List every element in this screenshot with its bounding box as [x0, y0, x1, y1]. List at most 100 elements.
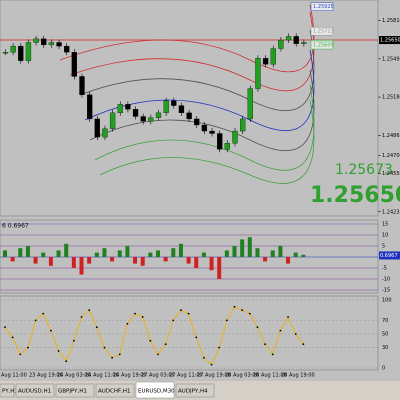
tab-label[interactable]: PY,H1: [2, 389, 18, 395]
tab[interactable]: [95, 383, 135, 398]
osc-tick-label: 15: [382, 222, 388, 228]
stoch-dot: [50, 329, 52, 332]
tab-bar: PY,H1 AUDUSD,H1 GBPJPY,H1 AUDCHF,H1 EURUSD,M…: [0, 381, 400, 400]
candle: [148, 117, 154, 122]
candle: [25, 42, 32, 61]
stoch-dot: [195, 336, 198, 339]
level-tag: [310, 26, 334, 36]
tab-label[interactable]: AUDCHF,H1: [98, 389, 131, 395]
candle: [41, 38, 47, 46]
stoch-dot: [233, 305, 236, 308]
osc-tick-label: 10: [382, 233, 388, 239]
time-label: 24 Aug 19:00: [113, 373, 147, 379]
osc-current-tag: [379, 251, 400, 260]
stoch-tick-label: 70: [382, 318, 388, 324]
stoch-dot: [65, 360, 68, 363]
candle: [194, 118, 200, 126]
tab[interactable]: [175, 383, 215, 398]
tab[interactable]: [15, 383, 55, 398]
time-label: 28 Aug 03:00: [225, 373, 259, 379]
stoch-dot: [126, 322, 129, 325]
candle: [117, 104, 123, 114]
stoch-dot: [287, 316, 289, 318]
candle: [209, 130, 215, 134]
osc-bar: [224, 250, 229, 257]
osc-bar: [255, 248, 260, 257]
osc-bar: [232, 246, 237, 257]
candle: [109, 112, 116, 129]
stoch-dot: [134, 312, 136, 315]
osc-bar: [125, 246, 130, 257]
candle: [270, 48, 276, 65]
price-label: 1.24550: [382, 171, 400, 177]
candle: [262, 58, 269, 65]
osc-bar: [270, 250, 275, 257]
osc-bar: [71, 257, 76, 268]
candle: [239, 118, 246, 132]
osc-bar: [148, 252, 153, 257]
tab[interactable]: [135, 381, 175, 399]
stoch-dot: [27, 346, 29, 349]
tab-label[interactable]: AUDJPY,H4: [178, 389, 208, 395]
stochastic-pane: [0, 295, 379, 371]
stoch-dot: [103, 346, 106, 349]
tab[interactable]: [0, 383, 15, 398]
stoch-dot: [203, 356, 205, 359]
candle: [10, 45, 16, 53]
time-label: 28 Aug 11:00: [253, 373, 287, 379]
osc-bar: [79, 257, 84, 275]
stoch-dot: [256, 326, 259, 329]
stoch-dot: [141, 316, 144, 318]
stoch-dot: [180, 309, 182, 312]
stoch-dot: [271, 353, 274, 356]
main-pane: [0, 0, 379, 217]
osc-bar: [33, 257, 38, 264]
stoch-dot: [164, 343, 167, 346]
candle: [125, 104, 131, 110]
osc-bar: [240, 239, 245, 257]
stoch-dot: [88, 309, 91, 312]
candle: [64, 45, 70, 53]
stoch-dot: [241, 309, 244, 312]
time-label: 27 Aug 11:00: [169, 373, 203, 379]
osc-bar: [201, 252, 206, 257]
current-price-label: 1.25650: [380, 38, 400, 44]
osc-bar: [247, 237, 252, 257]
osc-bar: [209, 257, 214, 271]
level-tag: [310, 40, 334, 50]
osc-tick-label: -5: [382, 266, 387, 272]
stoch-dot: [19, 353, 22, 356]
stoch-dot: [172, 319, 175, 322]
stoch-dot: [80, 316, 83, 318]
tab-label[interactable]: EURUSD,M30: [138, 389, 175, 395]
ask-price: 1.25650: [310, 183, 400, 208]
osc-bar: [171, 248, 176, 257]
price-label: 1.25810: [382, 18, 400, 24]
candle: [163, 100, 169, 114]
time-label: Aug 11:00: [1, 373, 27, 379]
stoch-dot: [149, 339, 152, 342]
candle: [102, 128, 108, 138]
osc-tick-label: -15: [382, 288, 390, 294]
stoch-dot: [4, 326, 6, 329]
level-label: 1.25723: [313, 29, 334, 35]
candle: [87, 94, 93, 120]
osc-bar: [41, 252, 46, 257]
candle: [18, 45, 24, 61]
stoch-dot: [118, 353, 121, 356]
stoch-tick-label: 0: [382, 366, 385, 372]
tab-label[interactable]: GBPJPY,H1: [58, 389, 87, 395]
candle: [171, 100, 177, 106]
candle: [293, 36, 299, 44]
stoch-dot: [57, 350, 60, 352]
osc-bar: [10, 257, 15, 262]
stoch-line: [4, 306, 304, 366]
osc-bar: [278, 246, 283, 257]
stoch-dot: [279, 329, 282, 332]
tab-label[interactable]: AUDUSD,H1: [18, 389, 51, 395]
osc-bar: [117, 250, 122, 257]
candle: [178, 105, 185, 114]
candle: [278, 39, 284, 49]
tab[interactable]: [55, 383, 95, 398]
osc-bar: [94, 252, 99, 257]
